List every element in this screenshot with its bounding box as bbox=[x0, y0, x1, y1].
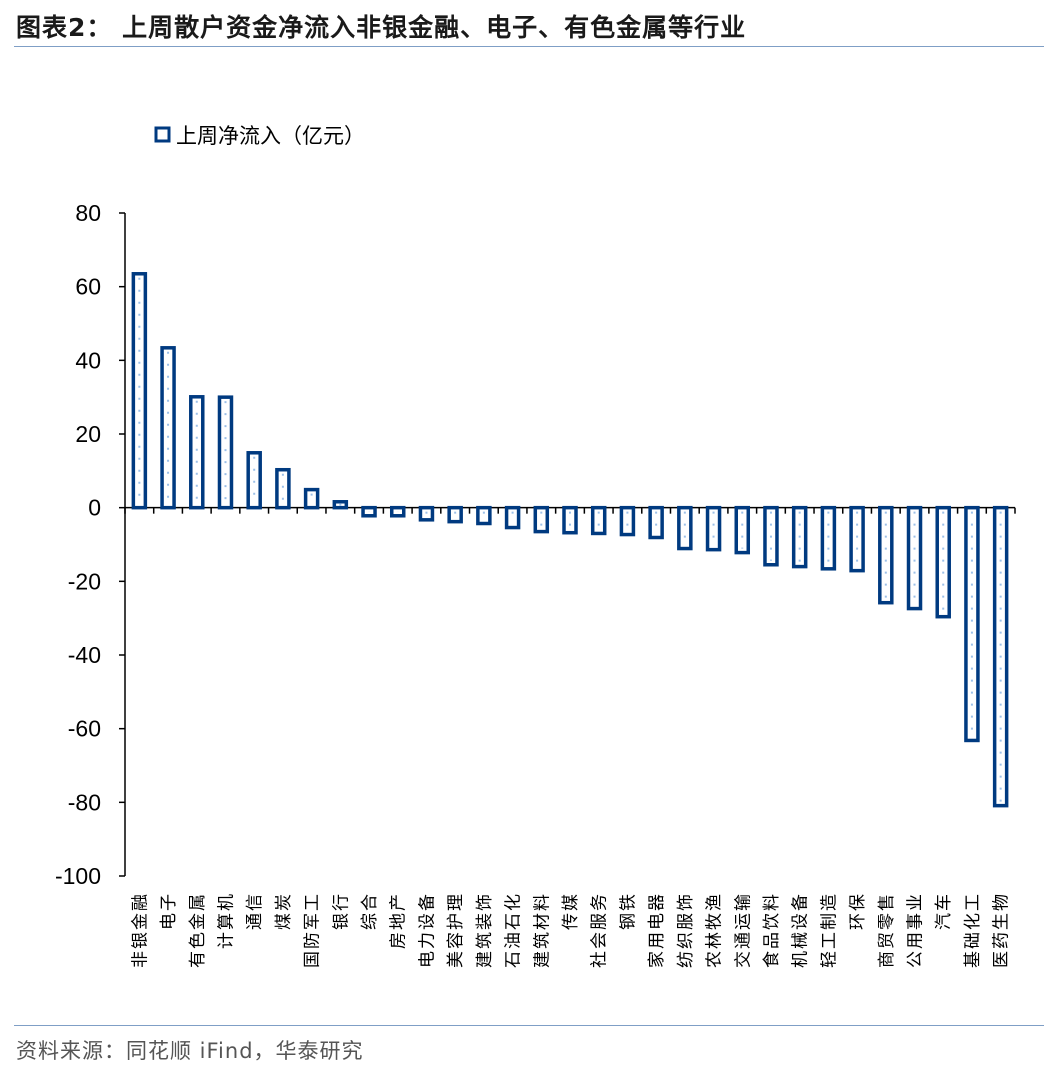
x-tick-label: 银行 bbox=[331, 892, 351, 930]
x-tick-label: 轻工制造 bbox=[819, 892, 839, 968]
x-tick-label: 纺织服饰 bbox=[676, 892, 696, 968]
y-tick-label: -20 bbox=[68, 568, 101, 594]
y-tick-label: -60 bbox=[68, 716, 101, 742]
x-tick-label: 基础化工 bbox=[963, 892, 983, 968]
bar-通信 bbox=[246, 451, 262, 510]
bar-公用事业 bbox=[906, 505, 923, 611]
x-tick-label: 建筑材料 bbox=[532, 892, 552, 968]
y-tick-label: 80 bbox=[75, 200, 101, 226]
source-note: 资料来源：同花顺 iFind，华泰研究 bbox=[16, 1039, 364, 1063]
x-tick-label: 美容护理 bbox=[446, 892, 466, 968]
legend-swatch bbox=[154, 126, 171, 143]
x-tick-label: 综合 bbox=[360, 892, 380, 930]
title-divider bbox=[14, 46, 1044, 47]
y-tick-label: 40 bbox=[75, 347, 101, 373]
y-tick-label: -80 bbox=[68, 789, 101, 815]
bar-环保 bbox=[849, 505, 865, 573]
x-tick-label: 食品饮料 bbox=[762, 892, 782, 968]
x-tick-label: 通信 bbox=[245, 892, 265, 930]
bar-石油石化 bbox=[504, 505, 521, 530]
bar-建筑材料 bbox=[533, 505, 550, 534]
y-tick-label: -100 bbox=[55, 863, 101, 889]
legend-label: 上周净流入（亿元） bbox=[176, 124, 365, 148]
x-tick-label: 商贸零售 bbox=[877, 892, 897, 968]
x-tick-label: 国防军工 bbox=[303, 892, 323, 968]
bar-电力设备 bbox=[418, 505, 435, 522]
chart-title: 图表2： 上周散户资金净流入非银金融、电子、有色金属等行业 bbox=[16, 13, 747, 42]
y-tick-label: 0 bbox=[88, 495, 101, 521]
bar-交通运输 bbox=[734, 505, 751, 555]
bar-非银金融 bbox=[131, 272, 148, 510]
bar-社会服务 bbox=[590, 505, 607, 536]
bar-美容护理 bbox=[447, 505, 463, 524]
bar-轻工制造 bbox=[820, 505, 837, 571]
x-tick-label: 机械设备 bbox=[791, 892, 811, 968]
bar-建筑装饰 bbox=[476, 505, 492, 526]
bar-农林牧渔 bbox=[705, 505, 722, 552]
x-tick-label: 房地产 bbox=[389, 892, 409, 949]
bar-国防军工 bbox=[303, 487, 320, 510]
bar-传媒 bbox=[562, 505, 578, 535]
footer-divider bbox=[14, 1025, 1044, 1026]
x-tick-label: 非银金融 bbox=[130, 892, 150, 968]
bar-chart: 上周净流入（亿元） 80 60 40 20 0 -20 -40 -60 -80 -100 非银金融 电子… bbox=[55, 124, 1016, 968]
x-tick-label: 环保 bbox=[848, 892, 868, 930]
x-tick-label: 煤炭 bbox=[274, 892, 294, 930]
bar-电子 bbox=[160, 346, 176, 510]
x-tick-label: 钢铁 bbox=[618, 892, 638, 930]
bar-纺织服饰 bbox=[677, 505, 693, 551]
bar-计算机 bbox=[217, 395, 234, 510]
x-tick-label: 电力设备 bbox=[417, 892, 437, 968]
x-tick-label: 建筑装饰 bbox=[475, 892, 495, 968]
x-tick-label: 计算机 bbox=[216, 892, 236, 949]
bar-钢铁 bbox=[619, 505, 636, 537]
bar-有色金属 bbox=[189, 395, 205, 510]
bar-汽车 bbox=[935, 505, 951, 619]
x-tick-label: 公用事业 bbox=[906, 892, 926, 968]
y-tick-label: 20 bbox=[75, 421, 101, 447]
y-tick-label: 60 bbox=[75, 274, 101, 300]
x-tick-label: 有色金属 bbox=[188, 892, 208, 968]
x-tick-label: 医药生物 bbox=[992, 892, 1012, 968]
bar-基础化工 bbox=[964, 505, 980, 743]
bar-商贸零售 bbox=[878, 505, 894, 605]
x-tick-label: 家用电器 bbox=[647, 892, 667, 968]
x-tick-label: 农林牧渔 bbox=[705, 892, 725, 968]
x-tick-label: 汽车 bbox=[934, 892, 954, 930]
bar-煤炭 bbox=[275, 467, 291, 510]
x-tick-label: 社会服务 bbox=[590, 892, 610, 968]
x-tick-label: 传媒 bbox=[561, 892, 581, 930]
y-tick-label: -40 bbox=[68, 642, 101, 668]
x-tick-label: 电子 bbox=[159, 892, 179, 930]
bar-家用电器 bbox=[648, 505, 664, 540]
x-tick-label: 石油石化 bbox=[504, 892, 524, 968]
x-tick-label: 交通运输 bbox=[733, 892, 753, 968]
